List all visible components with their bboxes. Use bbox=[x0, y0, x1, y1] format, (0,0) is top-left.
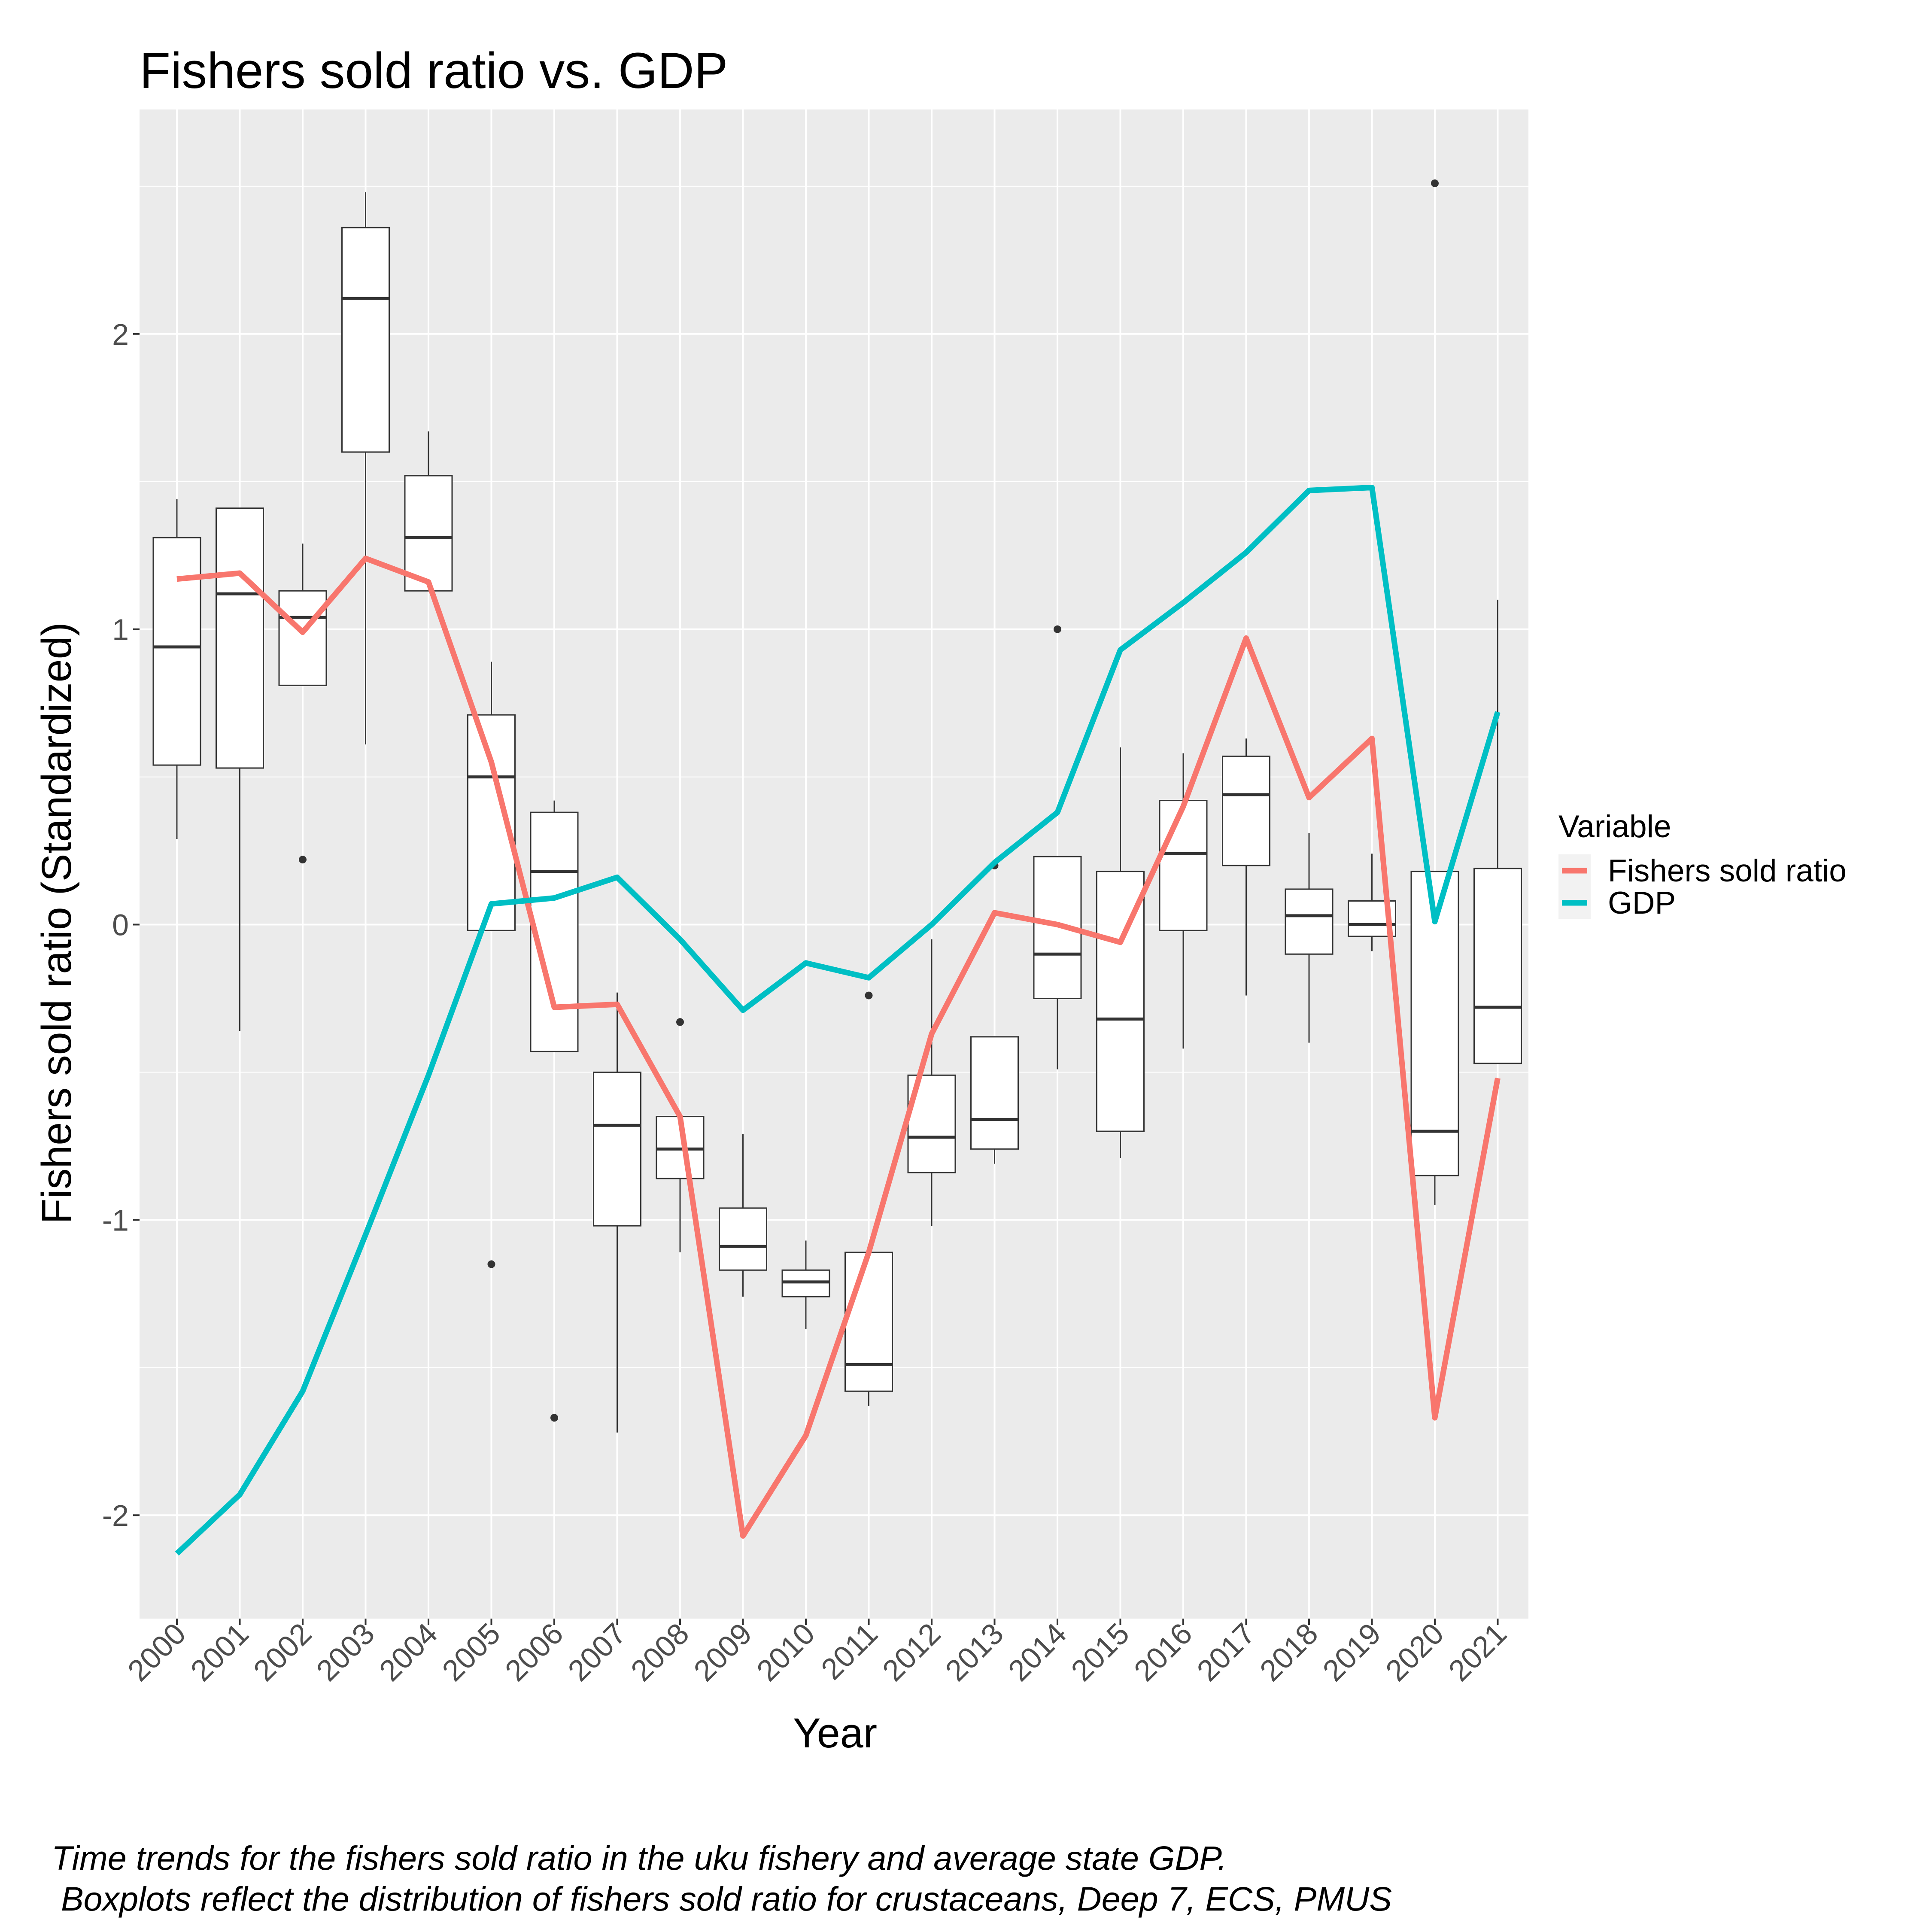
outlier-point bbox=[299, 856, 307, 864]
boxplot-2010 bbox=[781, 1240, 830, 1329]
caption-line-2: Boxplots reflect the distribution of fis… bbox=[52, 1880, 1392, 1918]
box bbox=[1222, 755, 1270, 866]
x-tick-label: 2006 bbox=[498, 1616, 569, 1687]
box bbox=[844, 1252, 893, 1392]
x-tick-label: 2019 bbox=[1316, 1616, 1387, 1687]
boxplot-2018 bbox=[1285, 833, 1334, 1043]
x-tick-label: 2009 bbox=[687, 1616, 758, 1687]
x-tick-label: 2021 bbox=[1442, 1616, 1513, 1687]
box bbox=[1285, 888, 1334, 955]
x-tick-label: 2017 bbox=[1191, 1616, 1261, 1687]
x-axis-title: Year bbox=[793, 1710, 877, 1756]
x-tick-label: 2015 bbox=[1065, 1616, 1136, 1687]
outlier-point bbox=[550, 1414, 558, 1422]
boxplot-2004 bbox=[404, 431, 453, 592]
outlier-point bbox=[865, 991, 873, 999]
x-tick-label: 2020 bbox=[1379, 1616, 1450, 1687]
chart-title: Fishers sold ratio vs. GDP bbox=[140, 43, 728, 99]
x-tick-label: 2007 bbox=[562, 1616, 632, 1687]
box bbox=[278, 590, 327, 686]
boxplot-2011 bbox=[844, 991, 893, 1406]
minor-gridlines bbox=[140, 185, 1528, 1368]
legend-label-fishers: Fishers sold ratio bbox=[1608, 854, 1847, 888]
box bbox=[593, 1071, 641, 1227]
box bbox=[970, 1036, 1019, 1150]
x-tick-label: 2011 bbox=[815, 1616, 884, 1686]
boxplot-2015 bbox=[1096, 747, 1145, 1158]
boxplot-2009 bbox=[719, 1134, 767, 1297]
x-tick-label: 2004 bbox=[373, 1616, 444, 1687]
legend-label-gdp: GDP bbox=[1608, 886, 1676, 920]
legend: Variable Fishers sold ratio GDP bbox=[1558, 809, 1847, 920]
y-axis-title: Fishers sold ratio (Standardized) bbox=[33, 622, 80, 1224]
boxplots bbox=[152, 179, 1522, 1433]
x-tick-label: 2003 bbox=[310, 1616, 381, 1687]
series-line-fishers-sold-ratio bbox=[176, 556, 1501, 1539]
x-tick-label: 2008 bbox=[624, 1616, 695, 1687]
y-tick-label: -2 bbox=[102, 1499, 129, 1532]
box bbox=[1473, 868, 1522, 1064]
outlier-point bbox=[487, 1260, 495, 1268]
y-axis: -2 -1 0 1 2 bbox=[102, 318, 140, 1532]
y-tick-label: -1 bbox=[102, 1203, 129, 1237]
x-tick-label: 2001 bbox=[184, 1616, 255, 1687]
y-tick-label: 2 bbox=[112, 318, 129, 351]
outlier-point bbox=[676, 1018, 684, 1026]
x-tick-label: 2014 bbox=[1002, 1616, 1072, 1687]
x-tick-label: 2000 bbox=[121, 1616, 192, 1687]
x-tick-label: 2005 bbox=[436, 1616, 507, 1687]
box bbox=[152, 537, 201, 766]
boxplot-2021 bbox=[1473, 599, 1522, 1064]
x-tick-label: 2002 bbox=[247, 1616, 318, 1687]
legend-title: Variable bbox=[1558, 809, 1671, 844]
y-tick-label: 1 bbox=[112, 613, 129, 647]
outlier-point bbox=[1054, 625, 1061, 633]
boxplot-2017 bbox=[1222, 738, 1270, 996]
boxplot-2002 bbox=[278, 544, 327, 864]
caption-line-1: Time trends for the fishers sold ratio i… bbox=[52, 1839, 1227, 1877]
x-tick-label: 2013 bbox=[939, 1616, 1010, 1687]
box bbox=[404, 475, 453, 592]
box bbox=[341, 227, 390, 453]
outlier-point bbox=[1431, 179, 1439, 187]
boxplot-2003 bbox=[341, 192, 390, 744]
boxplot-2006 bbox=[530, 800, 579, 1422]
box bbox=[719, 1207, 767, 1271]
box bbox=[216, 507, 264, 769]
x-axis: 2000200120022003200420052006200720082009… bbox=[121, 1616, 1513, 1687]
boxplot-2001 bbox=[216, 507, 264, 1031]
boxplot-2007 bbox=[593, 992, 641, 1433]
x-tick-label: 2012 bbox=[876, 1616, 947, 1687]
y-tick-label: 0 bbox=[112, 908, 129, 942]
series-lines bbox=[175, 484, 1501, 1556]
series-line-gdp bbox=[175, 484, 1501, 1556]
x-tick-label: 2016 bbox=[1127, 1616, 1198, 1687]
x-tick-label: 2018 bbox=[1253, 1616, 1324, 1687]
x-tick-label: 2010 bbox=[750, 1616, 821, 1687]
box bbox=[1159, 800, 1208, 931]
box bbox=[530, 811, 579, 1052]
